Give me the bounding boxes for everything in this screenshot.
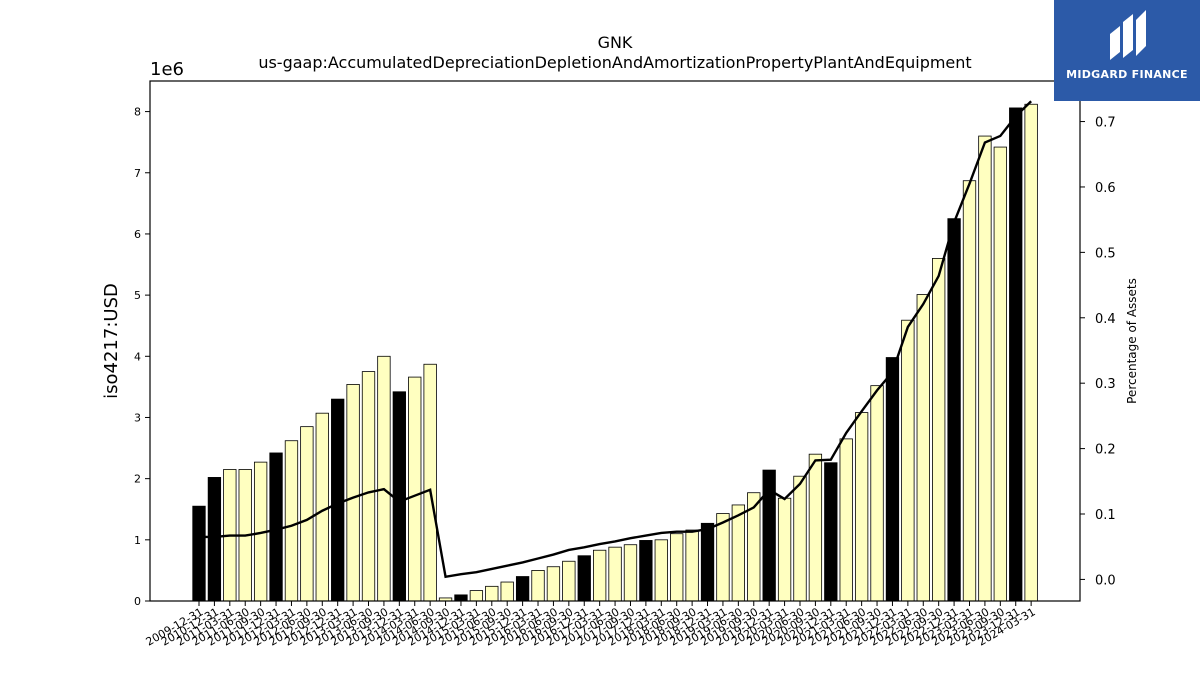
bar-2017-03-31 xyxy=(593,549,607,602)
percentage-of-assets-line xyxy=(199,100,1032,579)
y-tick-label: 4 xyxy=(134,350,141,363)
bar-2021-09-30 xyxy=(870,385,884,602)
bar-2019-06-30 xyxy=(731,504,745,602)
bar-2015-12-31 xyxy=(515,576,530,602)
bar-2015-03-31 xyxy=(469,590,484,602)
bar-2013-12-31 xyxy=(392,391,406,602)
bar-2014-03-31 xyxy=(408,376,422,602)
y-tick-label: 0 xyxy=(134,595,141,608)
y2-tick-label: 0.1 xyxy=(1095,508,1116,523)
bar-2023-06-30 xyxy=(978,135,992,602)
midgard-logo-icon xyxy=(1110,10,1146,60)
bar-2017-09-30 xyxy=(623,544,638,602)
bar-2022-12-31 xyxy=(947,218,961,602)
chart-title: GNK xyxy=(598,33,633,52)
y2-tick-label: 0.5 xyxy=(1095,246,1116,261)
y-tick-label: 3 xyxy=(134,411,141,424)
bar-2013-06-30 xyxy=(361,371,376,602)
bar-2018-06-30 xyxy=(670,533,684,602)
bar-2018-09-30 xyxy=(685,529,699,602)
percentage-line-group xyxy=(199,100,1032,579)
bar-2021-03-31 xyxy=(839,438,853,602)
bar-2010-12-31 xyxy=(207,477,222,602)
bar-2020-03-31 xyxy=(777,497,792,602)
y2-tick-label: 0.4 xyxy=(1095,312,1116,327)
y2-axis-ticks: 0.0 0.1 0.2 0.3 0.4 0.5 0.6 0.7 xyxy=(1080,116,1116,588)
bar-group xyxy=(192,103,1038,602)
y2-tick-label: 0.6 xyxy=(1095,181,1116,196)
bar-2012-09-30 xyxy=(315,412,329,602)
bar-2022-06-30 xyxy=(916,294,930,602)
bar-2024-03-31 xyxy=(1024,103,1038,602)
bar-2013-03-31 xyxy=(346,384,360,602)
y-tick-label: 7 xyxy=(134,167,141,180)
bar-2012-03-31 xyxy=(284,440,299,602)
bar-2017-12-31 xyxy=(639,540,653,602)
bar-2009-12-31 xyxy=(192,505,206,602)
bar-2012-12-31 xyxy=(331,398,345,602)
bar-2020-06-30 xyxy=(793,475,807,602)
bar-2014-12-31 xyxy=(454,594,468,602)
y2-tick-label: 0.7 xyxy=(1095,116,1116,131)
bar-2012-06-30 xyxy=(300,426,314,602)
bar-2023-09-30 xyxy=(993,146,1007,602)
bar-2017-06-30 xyxy=(608,546,622,602)
bar-2021-06-30 xyxy=(854,412,869,602)
bar-2023-03-31 xyxy=(962,180,977,602)
bar-2018-03-31 xyxy=(654,539,668,602)
bar-2019-03-31 xyxy=(716,513,730,602)
bar-2013-09-30 xyxy=(377,355,391,602)
y-axis-offset-label: 1e6 xyxy=(150,59,184,80)
bar-2022-03-31 xyxy=(901,319,915,602)
y2-axis-label: Percentage of Assets xyxy=(1125,278,1139,404)
midgard-finance-logo: MIDGARD FINANCE xyxy=(1054,0,1200,101)
bar-2016-12-31 xyxy=(577,555,591,602)
y-tick-label: 8 xyxy=(134,106,141,119)
bar-2016-09-30 xyxy=(562,560,576,602)
y-tick-label: 6 xyxy=(134,228,141,241)
bar-2015-06-30 xyxy=(485,585,499,602)
bar-2014-06-30 xyxy=(423,363,437,602)
x-axis-ticks: 2009-12-312010-12-312011-03-312011-06-30… xyxy=(144,601,1038,649)
bar-2016-06-30 xyxy=(546,566,561,602)
y-axis-ticks: 0 1 2 3 4 5 6 7 8 xyxy=(134,106,150,608)
bar-2016-03-31 xyxy=(531,570,545,602)
y-tick-label: 2 xyxy=(134,473,141,486)
bar-2020-12-31 xyxy=(824,462,838,602)
y2-tick-label: 0.2 xyxy=(1095,443,1116,458)
y-tick-label: 1 xyxy=(134,534,141,547)
logo-text: MIDGARD FINANCE xyxy=(1066,68,1188,81)
y2-tick-label: 0.0 xyxy=(1095,573,1116,588)
bar-2015-09-30 xyxy=(500,581,514,602)
bar-2021-12-31 xyxy=(885,357,900,602)
y-tick-label: 5 xyxy=(134,289,141,302)
y2-tick-label: 0.3 xyxy=(1095,377,1116,392)
bar-2020-09-30 xyxy=(808,453,823,602)
chart-subtitle: us-gaap:AccumulatedDepreciationDepletion… xyxy=(258,53,971,72)
y-axis-label: iso4217:USD xyxy=(101,283,122,399)
bar-2022-09-30 xyxy=(932,258,946,602)
bar-2023-12-31 xyxy=(1009,107,1023,602)
bar-2011-12-31 xyxy=(269,452,283,602)
bar-2018-12-31 xyxy=(700,522,715,602)
